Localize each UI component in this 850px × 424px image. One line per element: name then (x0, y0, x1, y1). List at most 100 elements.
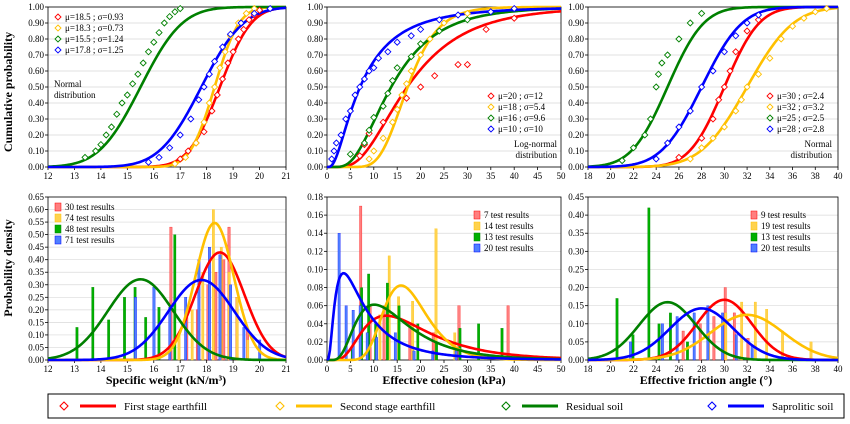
data-point-marker (715, 96, 723, 104)
histogram-bar (692, 312, 696, 361)
x-tick-label: 25 (440, 364, 450, 374)
y-tick-label: 0.20 (568, 283, 584, 293)
data-point-marker (360, 139, 369, 147)
data-point-marker (166, 144, 174, 152)
x-tick-label: 22 (629, 364, 638, 374)
histogram-bar (669, 312, 672, 361)
x-tick-label: 13 (70, 171, 80, 181)
data-point-marker (365, 126, 373, 134)
data-point-marker (416, 51, 425, 59)
x-tick-label: 26 (674, 171, 684, 181)
histogram-bar (434, 228, 438, 361)
x-tick-label: 19 (229, 171, 239, 181)
data-point-marker (379, 118, 387, 126)
top-y-axis-label: Cumulative probability (1, 32, 15, 152)
data-point-marker (754, 70, 763, 78)
histogram-bar (208, 247, 211, 361)
y-tick-label: 0.60 (307, 66, 323, 76)
fit-curve-yellow (588, 313, 839, 362)
x-tick-label: 38 (811, 171, 821, 181)
data-point-marker (402, 80, 411, 88)
x-tick-label: 21 (282, 171, 291, 181)
x-tick-label: 45 (533, 171, 543, 181)
data-point-marker (155, 28, 163, 37)
legend-marker-blue (487, 125, 495, 133)
data-point-marker (166, 12, 174, 21)
x-tick-label: 17 (176, 171, 186, 181)
data-point-marker (346, 150, 355, 158)
y-tick-label: 0.25 (28, 292, 44, 302)
legend-label-green: μ=16 ; σ=9.6 (498, 113, 546, 123)
y-tick-label: 0.50 (28, 230, 44, 240)
legend-marker-yellow (275, 401, 285, 411)
y-tick-label: 0.60 (568, 66, 584, 76)
data-point-marker (97, 140, 105, 149)
y-tick-label: 0.40 (568, 210, 584, 220)
x-tick-label: 28 (697, 171, 707, 181)
x-tick-label: 45 (533, 364, 543, 374)
data-point-marker (454, 11, 462, 19)
legend-label-green: 13 test results (761, 232, 811, 242)
legend-swatch-green (54, 224, 62, 234)
legend-swatch-red (473, 210, 481, 220)
legend-label-yellow: 74 test results (65, 213, 115, 223)
y-tick-label: 0.80 (28, 34, 44, 44)
x-tick-label: 36 (788, 171, 798, 181)
panel-bottom-right: 0.00 0.05 0.10 0.15 0.20 0.25 0.30 0.35 0.40 0.45… (568, 192, 843, 374)
y-tick-label: 0.40 (568, 98, 584, 108)
data-point-marker (242, 9, 250, 18)
data-point-marker (218, 43, 227, 51)
plot-frame (47, 196, 287, 361)
histogram-bar (416, 323, 420, 361)
data-point-marker (144, 48, 153, 56)
data-point-marker (205, 99, 213, 107)
data-point-marker (697, 9, 706, 18)
data-point-marker (330, 147, 338, 155)
data-point-marker (237, 19, 245, 27)
data-point-marker (118, 99, 126, 107)
data-point-marker (654, 70, 663, 78)
fit-curve-red (48, 251, 287, 362)
x-tick-label: 16 (149, 171, 159, 181)
histogram-bar (222, 259, 226, 361)
y-tick-label: 0.05 (28, 342, 44, 352)
data-point-marker (184, 147, 192, 155)
x-tick-label: 35 (486, 171, 496, 181)
legend-label-yellow: μ=18.3 ; σ=0.73 (65, 23, 124, 33)
legend-swatch-blue (473, 243, 481, 253)
data-point-marker (337, 131, 345, 139)
x-tick-label: 0 (325, 171, 330, 181)
y-tick-label: 0.00 (28, 355, 44, 365)
data-point-marker (210, 57, 219, 66)
legend-marker-green (54, 35, 62, 43)
distribution-note: Normal (54, 79, 82, 89)
data-point-marker (221, 48, 229, 56)
x-tick-label: 30 (463, 171, 473, 181)
histogram-bar (724, 312, 728, 361)
distribution-note: distribution (790, 150, 832, 160)
data-point-marker (91, 147, 100, 155)
y-tick-label: 0.70 (28, 50, 44, 60)
data-point-marker (139, 59, 147, 67)
x-tick-label: 20 (416, 171, 426, 181)
data-point-marker (402, 94, 411, 102)
y-tick-label: 0.08 (307, 283, 323, 293)
x-tick-label: 28 (697, 364, 707, 374)
y-tick-label: 0.10 (568, 146, 584, 156)
data-point-marker (732, 48, 740, 56)
histogram-bar (107, 319, 111, 361)
data-point-marker (365, 155, 373, 163)
data-point-marker (658, 59, 666, 67)
data-point-marker (208, 107, 216, 115)
x-tick-label: 40 (834, 364, 844, 374)
legend-marker-red (487, 92, 495, 100)
y-tick-label: 0.30 (568, 246, 584, 256)
x-tick-label: 18 (584, 364, 594, 374)
y-tick-label: 0.05 (568, 337, 584, 347)
histogram-bar (721, 312, 724, 361)
x-tick-label: 50 (557, 364, 567, 374)
data-point-marker (407, 52, 415, 61)
y-tick-label: 1.00 (28, 2, 44, 12)
legend-label-yellow: μ=18 ; σ=5.4 (498, 102, 546, 112)
